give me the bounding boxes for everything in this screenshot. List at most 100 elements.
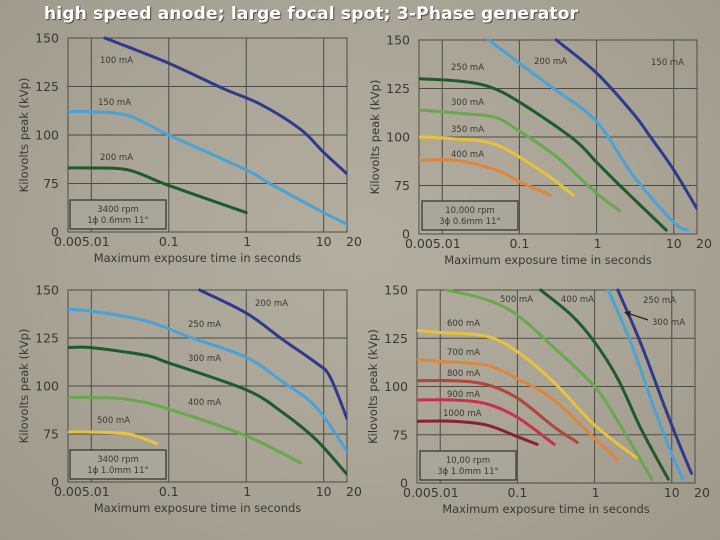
series-line-300-ma — [419, 108, 622, 213]
series-line-300-ma — [68, 345, 347, 476]
series-line-900-ma — [417, 398, 556, 446]
y-tick-label: 125 — [384, 331, 408, 346]
y-tick-label: 125 — [35, 331, 59, 346]
x-tick-label: 0.1 — [509, 236, 529, 251]
series-label: 200 mA — [255, 299, 288, 309]
series-label: 300 mA — [652, 318, 685, 328]
series-label: 300 mA — [451, 98, 484, 108]
pointer-arrow-300ma — [626, 312, 649, 321]
series-label: 900 mA — [447, 390, 480, 400]
series-label: 150 mA — [98, 98, 131, 108]
y-tick-label: 100 — [35, 128, 59, 143]
x-tick-label: 10 — [664, 485, 680, 500]
x-tick-label: 0.005.01 — [54, 484, 110, 499]
series-label: 600 mA — [447, 319, 480, 329]
y-tick-label: 150 — [35, 283, 59, 298]
series-label: 400 mA — [561, 295, 594, 305]
y-tick-label: 100 — [35, 379, 59, 394]
x-tick-label: 0.005.01 — [54, 234, 110, 249]
series-line-500-ma — [68, 430, 159, 446]
x-tick-label: 20 — [346, 234, 362, 249]
x-tick-label: 10 — [666, 236, 682, 251]
series-line-1000-ma — [417, 419, 539, 446]
x-tick-label: 0.005.01 — [403, 485, 459, 500]
spec-focal-spot: 1ϕ 1.0mm 11° — [87, 466, 149, 476]
y-tick-label: 75 — [392, 427, 408, 442]
spec-rpm: 10,000 rpm — [445, 206, 495, 216]
x-tick-label: 0.1 — [159, 234, 179, 249]
series-label: 250 mA — [643, 296, 676, 306]
arrowhead-icon — [624, 311, 631, 317]
series-line-150-ma — [68, 109, 347, 226]
series-lines — [68, 288, 347, 476]
y-axis-title: Kilovolts peak (kVp) — [17, 78, 31, 193]
x-tick-label: 20 — [696, 236, 712, 251]
x-tick-label: 20 — [346, 484, 362, 499]
series-line-250-ma — [68, 307, 347, 453]
series-line-250-ma — [616, 288, 693, 475]
y-tick-label: 75 — [43, 427, 59, 442]
x-axis-title: Maximum exposure time in seconds — [94, 501, 302, 515]
x-tick-label: 1 — [594, 236, 602, 251]
series-label: 500 mA — [500, 295, 533, 305]
series-line-800-ma — [417, 378, 579, 444]
series-line-200-ma — [487, 38, 689, 232]
slide-title: high speed anode; large focal spot; 3-Ph… — [44, 4, 579, 24]
spec-focal-spot: 3ϕ 1.0mm 11° — [437, 467, 499, 477]
x-tick-label: 1 — [592, 485, 600, 500]
spec-rpm: 10,00 rpm — [446, 456, 490, 466]
series-line-600-ma — [417, 329, 639, 460]
series-line-150-ma — [554, 38, 697, 211]
series-line-200-ma — [68, 166, 248, 215]
series-lines — [417, 288, 693, 481]
series-line-500-ma — [444, 288, 654, 481]
y-tick-label: 125 — [35, 79, 59, 94]
x-tick-label: 10 — [316, 484, 332, 499]
series-line-300-ma — [606, 288, 685, 481]
series-label: 350 mA — [451, 125, 484, 135]
x-tick-label: 0.1 — [507, 485, 527, 500]
spec-rpm: 3400 rpm — [97, 455, 139, 465]
series-label: 1000 mA — [443, 409, 482, 419]
series-label: 400 mA — [451, 150, 484, 160]
series-lines — [68, 36, 347, 226]
series-line-400-ma — [68, 395, 302, 465]
x-tick-label: 1 — [243, 234, 251, 249]
y-tick-label: 0 — [402, 227, 410, 242]
series-label: 250 mA — [451, 63, 484, 73]
y-tick-label: 75 — [43, 176, 59, 191]
y-axis-title: Kilovolts peak (kVp) — [368, 80, 382, 195]
x-tick-label: 20 — [694, 485, 710, 500]
series-label: 200 mA — [100, 153, 133, 163]
x-tick-label: 10 — [316, 234, 332, 249]
series-label: 400 mA — [188, 398, 221, 408]
y-tick-label: 0 — [51, 225, 59, 240]
y-tick-label: 0 — [400, 476, 408, 491]
series-label: 250 mA — [188, 320, 221, 330]
series-lines — [419, 38, 697, 232]
series-label: 800 mA — [447, 369, 480, 379]
y-axis-title: Kilovolts peak (kVp) — [366, 329, 380, 444]
series-label: 500 mA — [97, 416, 130, 426]
spec-focal-spot: 1ϕ 0.6mm 11° — [87, 216, 149, 226]
y-tick-label: 150 — [384, 283, 408, 298]
series-line-200-ma — [198, 288, 347, 421]
y-tick-label: 0 — [51, 475, 59, 490]
x-axis-title: Maximum exposure time in seconds — [442, 502, 650, 516]
series-label: 300 mA — [188, 354, 221, 364]
y-tick-label: 150 — [386, 33, 410, 48]
spec-rpm: 3400 rpm — [97, 205, 139, 215]
y-axis-title: Kilovolts peak (kVp) — [17, 329, 31, 444]
series-label: 700 mA — [447, 348, 480, 358]
y-tick-label: 100 — [386, 130, 410, 145]
series-line-100-ma — [103, 36, 347, 176]
x-tick-label: 0.1 — [159, 484, 179, 499]
series-line-250-ma — [419, 77, 668, 232]
series-line-400-ma — [419, 158, 552, 197]
x-tick-label: 0.005.01 — [405, 236, 461, 251]
x-axis-title: Maximum exposure time in seconds — [94, 251, 302, 265]
